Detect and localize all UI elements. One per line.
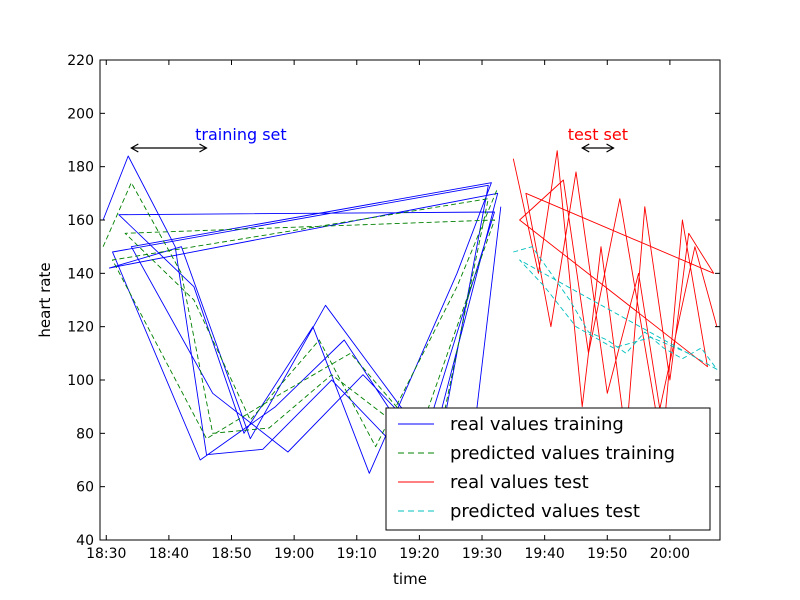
series-line-2 bbox=[512, 150, 718, 440]
x-tick-label: 19:00 bbox=[274, 546, 314, 562]
annotations: training set test set bbox=[130, 125, 628, 153]
y-tick-label: 80 bbox=[76, 426, 94, 442]
x-tick-label: 18:50 bbox=[211, 546, 251, 562]
legend-label-predicted-training: predicted values training bbox=[450, 443, 675, 464]
x-tick-label: 19:10 bbox=[337, 546, 377, 562]
x-tick-label: 19:50 bbox=[587, 546, 627, 562]
series-line-1 bbox=[102, 182, 499, 448]
legend-label-real-training: real values training bbox=[450, 414, 624, 435]
annotation-text-0: training set bbox=[195, 125, 287, 144]
y-tick-label: 160 bbox=[67, 213, 94, 229]
x-tick-label: 18:30 bbox=[86, 546, 126, 562]
y-tick-label: 100 bbox=[67, 373, 94, 389]
y-tick-label: 180 bbox=[67, 160, 94, 176]
annotation-arrowhead-right bbox=[199, 143, 208, 153]
y-tick-label: 120 bbox=[67, 320, 94, 336]
y-axis: 40 60 80 100 120 140 160 180 200 220 bbox=[67, 53, 720, 549]
annotation-arrowhead-left bbox=[581, 143, 590, 153]
series-line-0 bbox=[102, 155, 502, 474]
series-layer bbox=[102, 150, 718, 474]
annotation-arrowhead-left bbox=[130, 143, 139, 153]
legend: real values training predicted values tr… bbox=[385, 407, 711, 531]
x-tick-label: 20:00 bbox=[650, 546, 690, 562]
y-tick-label: 60 bbox=[76, 480, 94, 496]
y-tick-label: 140 bbox=[67, 266, 94, 282]
legend-label-predicted-test: predicted values test bbox=[450, 501, 640, 522]
y-tick-label: 40 bbox=[76, 533, 94, 549]
annotation-text-1: test set bbox=[568, 125, 628, 144]
legend-box bbox=[385, 407, 711, 531]
x-axis-label: time bbox=[393, 570, 427, 588]
legend-label-real-test: real values test bbox=[450, 472, 589, 493]
x-tick-label: 18:40 bbox=[149, 546, 189, 562]
x-tick-label: 19:20 bbox=[399, 546, 439, 562]
plot-frame bbox=[99, 59, 721, 541]
annotation-arrowhead-right bbox=[606, 143, 615, 153]
series-line-3 bbox=[513, 246, 718, 370]
x-tick-label: 19:40 bbox=[524, 546, 564, 562]
y-tick-label: 220 bbox=[67, 53, 94, 69]
x-axis: 18:30 18:40 18:50 19:00 19:10 19:20 19:30 19:40… bbox=[86, 60, 690, 562]
x-tick-label: 19:30 bbox=[462, 546, 502, 562]
y-tick-label: 200 bbox=[67, 106, 94, 122]
y-axis-label: heart rate bbox=[36, 262, 54, 337]
